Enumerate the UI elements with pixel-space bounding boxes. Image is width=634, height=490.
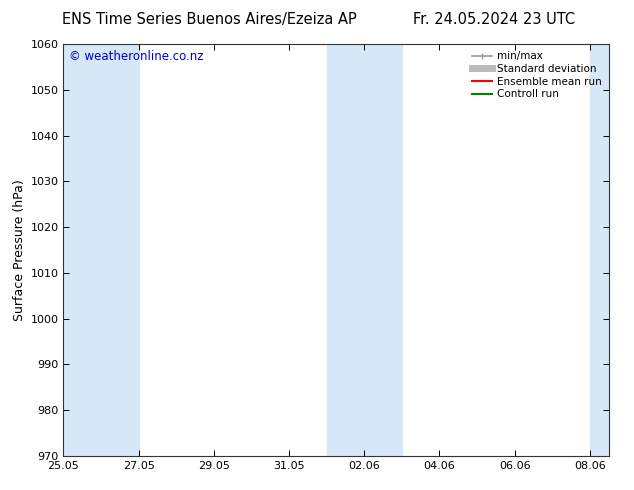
Bar <box>590 44 609 456</box>
Y-axis label: Surface Pressure (hPa): Surface Pressure (hPa) <box>13 179 26 321</box>
Bar <box>327 44 402 456</box>
Bar <box>63 44 139 456</box>
Legend: min/max, Standard deviation, Ensemble mean run, Controll run: min/max, Standard deviation, Ensemble me… <box>470 49 604 101</box>
Text: Fr. 24.05.2024 23 UTC: Fr. 24.05.2024 23 UTC <box>413 12 576 27</box>
Text: © weatheronline.co.nz: © weatheronline.co.nz <box>69 50 204 63</box>
Text: ENS Time Series Buenos Aires/Ezeiza AP: ENS Time Series Buenos Aires/Ezeiza AP <box>62 12 356 27</box>
